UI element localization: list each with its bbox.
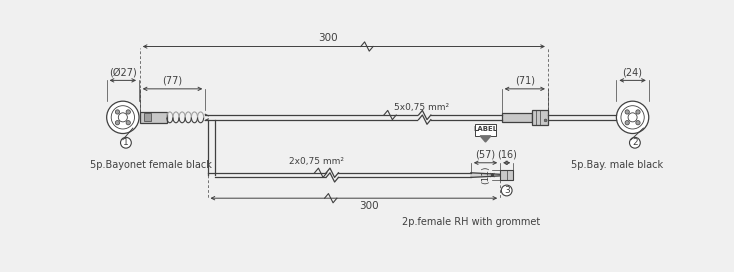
Circle shape: [120, 137, 131, 148]
Circle shape: [126, 110, 131, 114]
Bar: [139, 112, 167, 123]
Circle shape: [501, 185, 512, 196]
Circle shape: [126, 120, 131, 125]
Circle shape: [630, 137, 640, 148]
Circle shape: [625, 110, 629, 114]
Text: (77): (77): [162, 76, 183, 86]
Bar: [475, 123, 496, 136]
Text: 2: 2: [632, 138, 638, 147]
Bar: [532, 110, 548, 125]
Circle shape: [106, 101, 139, 134]
Bar: [501, 113, 532, 122]
Text: 5x0,75 mm²: 5x0,75 mm²: [394, 103, 449, 112]
Text: 300: 300: [319, 33, 338, 44]
Text: (Ø27): (Ø27): [109, 67, 137, 77]
Text: 3: 3: [504, 186, 509, 195]
Bar: [144, 113, 151, 121]
Text: (24): (24): [622, 67, 642, 77]
Text: 5p.Bay. male black: 5p.Bay. male black: [571, 160, 663, 170]
Text: LABEL: LABEL: [473, 126, 498, 132]
Circle shape: [617, 101, 649, 134]
Circle shape: [636, 110, 640, 114]
Text: (57): (57): [476, 150, 495, 160]
Circle shape: [625, 120, 629, 125]
Circle shape: [115, 110, 120, 114]
Text: 1: 1: [123, 138, 128, 147]
Text: (16): (16): [497, 150, 517, 160]
Circle shape: [544, 119, 547, 122]
Text: 2x0,75 mm²: 2x0,75 mm²: [289, 157, 344, 166]
Polygon shape: [480, 136, 491, 142]
Text: 2p.female RH with grommet: 2p.female RH with grommet: [401, 217, 540, 227]
Bar: [500, 170, 513, 181]
Polygon shape: [471, 173, 500, 177]
Text: (11): (11): [481, 166, 490, 184]
Circle shape: [115, 120, 120, 125]
Circle shape: [636, 120, 640, 125]
Text: 300: 300: [360, 201, 379, 211]
Text: 5p.Bayonet female black: 5p.Bayonet female black: [90, 160, 212, 170]
Text: (71): (71): [515, 76, 535, 86]
